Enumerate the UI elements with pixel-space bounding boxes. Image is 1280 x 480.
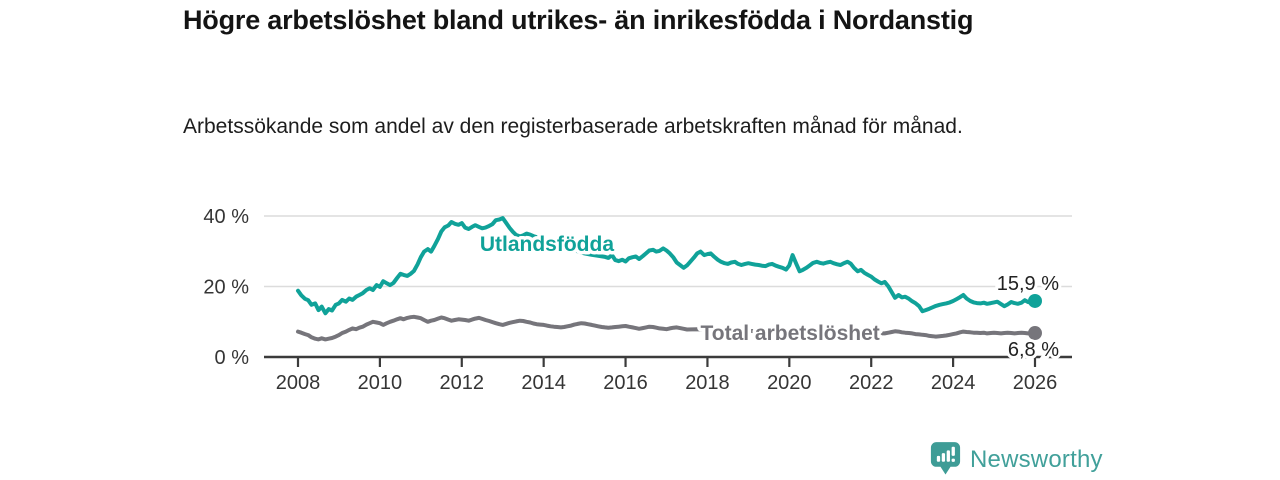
chart-subtitle: Arbetssökande som andel av den registerb… bbox=[183, 115, 963, 138]
newsworthy-logo: Newsworthy bbox=[930, 441, 1103, 478]
end-value-label-total-arbetsloshet: 6,8 % bbox=[1008, 339, 1059, 361]
series-line-total-arbetsloshet bbox=[296, 314, 1037, 342]
series-label-total-arbetsloshet: Total arbetslöshet bbox=[700, 322, 879, 345]
chart-title: Högre arbetslöshet bland utrikes- än inr… bbox=[183, 5, 974, 35]
y-tick-label-20: 20 % bbox=[203, 277, 249, 299]
newsworthy-bubble-chart-icon bbox=[930, 442, 961, 475]
x-tick-label-2026: 2026 bbox=[1013, 372, 1058, 394]
x-tick-label-2016: 2016 bbox=[603, 372, 648, 394]
y-tick-label-0: 0 % bbox=[215, 347, 250, 369]
series-line-utlandsfodda bbox=[296, 216, 1037, 316]
newsworthy-wordmark: Newsworthy bbox=[970, 445, 1103, 473]
x-tick-label-2024: 2024 bbox=[931, 372, 976, 394]
x-tick-label-2012: 2012 bbox=[440, 372, 485, 394]
x-tick-label-2010: 2010 bbox=[358, 372, 403, 394]
y-tick-label-40: 40 % bbox=[203, 206, 249, 228]
x-tick-label-2008: 2008 bbox=[276, 372, 321, 394]
series-label-utlandsfodda: Utlandsfödda bbox=[480, 233, 614, 256]
x-tick-label-2022: 2022 bbox=[849, 372, 894, 394]
x-tick-label-2020: 2020 bbox=[767, 372, 812, 394]
end-value-label-utlandsfodda: 15,9 % bbox=[997, 273, 1059, 295]
series-end-dot-total-arbetsloshet bbox=[1027, 326, 1042, 341]
series-end-dot-utlandsfodda bbox=[1027, 293, 1042, 308]
x-tick-label-2018: 2018 bbox=[685, 372, 730, 394]
x-tick-label-2014: 2014 bbox=[521, 372, 566, 394]
